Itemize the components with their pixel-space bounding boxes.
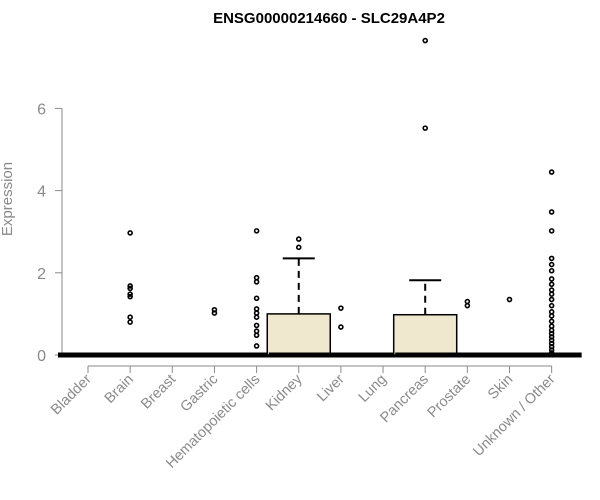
outlier-point [548, 296, 555, 303]
outlier-point [548, 169, 555, 175]
x-tick-label: Lung [356, 372, 390, 406]
y-axis: 0 2 4 6 [37, 101, 63, 365]
outlier-point [127, 293, 133, 300]
x-tick-label: Kidney [263, 371, 306, 414]
outlier-point [253, 228, 260, 234]
outlier-point [295, 236, 302, 242]
outlier-point [548, 281, 555, 288]
outlier-point [253, 322, 260, 329]
x-tick-label: Breast [138, 372, 179, 413]
x-tick-label: Brain [102, 372, 137, 407]
outlier-point [548, 318, 555, 325]
outlier-point [127, 230, 133, 236]
box-unknown-other [521, 169, 582, 358]
outlier-point [506, 296, 513, 303]
outlier-point [548, 287, 555, 293]
y-tick-label: 2 [37, 266, 46, 283]
outlier-point [127, 285, 133, 292]
x-tick-label: Bladder [48, 371, 95, 418]
outlier-point [464, 298, 471, 305]
outlier-point [127, 314, 133, 320]
outlier-point [548, 323, 555, 330]
y-tick-label: 6 [37, 101, 46, 118]
outlier-point [338, 305, 344, 311]
box-kidney [266, 236, 331, 358]
outlier-point [548, 255, 555, 262]
outlier-point [127, 283, 133, 289]
outlier-point [548, 350, 555, 356]
outlier-point [253, 295, 260, 302]
y-tick-label: 0 [37, 348, 46, 365]
outlier-point [127, 291, 133, 297]
outlier-point [548, 276, 555, 282]
y-tick-label: 4 [37, 184, 46, 201]
box-skin [479, 296, 540, 358]
outlier-point [422, 37, 429, 44]
outlier-point [253, 306, 260, 312]
outlier-point [422, 125, 429, 131]
box-brain [100, 230, 161, 358]
outlier-point [548, 267, 555, 274]
outlier-point [338, 324, 344, 330]
outlier-point [211, 306, 218, 313]
outlier-point [548, 228, 555, 234]
outlier-point [253, 343, 260, 349]
outlier-point [253, 328, 260, 334]
outlier-point [548, 261, 555, 268]
x-tick-label: Prostate [425, 372, 474, 421]
x-tick-label: Liver [314, 371, 348, 405]
x-tick-label: Skin [485, 372, 516, 403]
outlier-point [295, 244, 302, 251]
outlier-point [548, 302, 555, 309]
y-axis-label: Expression [0, 162, 16, 236]
outlier-point [253, 274, 260, 281]
outlier-point [127, 319, 133, 325]
box-gastric [184, 306, 245, 358]
outlier-point [548, 209, 555, 215]
iqr-box [266, 313, 331, 356]
chart-title: ENSG00000214660 - SLC29A4P2 [213, 10, 445, 27]
iqr-box [392, 313, 458, 356]
outlier-point [548, 309, 555, 315]
boxes-layer [58, 37, 582, 358]
box-pancreas [392, 37, 458, 358]
